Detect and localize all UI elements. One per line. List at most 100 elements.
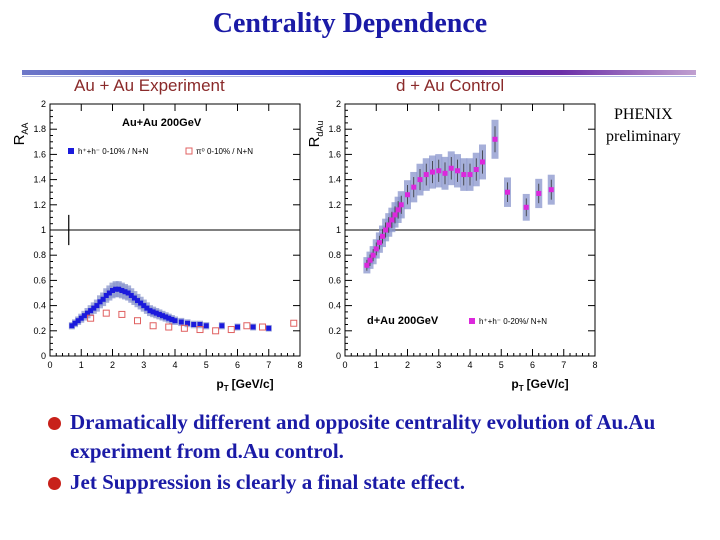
- data-point: [395, 207, 401, 213]
- y-tick-label: 0.4: [33, 301, 46, 311]
- data-point: [227, 326, 235, 334]
- x-axis-label: pT [GeV/c]: [216, 377, 273, 392]
- data-point: [69, 323, 75, 329]
- data-point: [455, 168, 460, 174]
- data-point: [370, 252, 376, 258]
- data-point: [548, 187, 554, 193]
- x-tick-label: 7: [561, 360, 566, 370]
- bullet-dot: [48, 417, 61, 430]
- phenix-preliminary-label: PHENIX preliminary: [606, 104, 681, 148]
- data-point: [367, 257, 373, 263]
- x-axis-label-unit: [GeV/c]: [527, 377, 569, 391]
- data-point: [383, 227, 389, 233]
- data-point: [536, 190, 542, 196]
- x-tick-label: 4: [467, 360, 472, 370]
- y-tick-label: 1.6: [328, 149, 341, 159]
- chart-annotation: Au+Au 200GeV: [122, 117, 202, 129]
- x-tick-label: 6: [530, 360, 535, 370]
- data-point: [87, 314, 95, 322]
- data-point: [178, 319, 184, 325]
- legend-marker: [469, 318, 475, 324]
- y-tick-label: 1.2: [328, 200, 341, 210]
- data-point: [160, 313, 165, 319]
- y-tick-label: 0: [41, 351, 46, 361]
- y-axis-label: RdAu: [306, 121, 325, 148]
- data-point: [110, 287, 115, 293]
- data-point: [212, 327, 220, 335]
- data-point: [91, 305, 97, 311]
- data-point: [386, 222, 392, 228]
- x-axis-label-main: p: [511, 377, 518, 391]
- data-point: [172, 318, 178, 324]
- data-point: [81, 313, 87, 319]
- data-point: [144, 305, 150, 311]
- y-tick-label: 1.8: [328, 124, 341, 134]
- y-axis-label-main: R: [306, 136, 323, 147]
- data-point: [411, 184, 417, 190]
- data-point: [250, 324, 256, 330]
- data-point: [122, 289, 128, 295]
- data-point: [405, 192, 410, 198]
- data-point: [165, 323, 173, 331]
- legend-label: π⁰ 0-10% / N+N: [196, 147, 253, 156]
- title-underline-thin: [22, 76, 696, 77]
- data-point: [113, 286, 119, 292]
- data-point: [88, 308, 94, 314]
- data-point: [243, 322, 251, 330]
- y-axis-label: RAA: [11, 123, 30, 146]
- y-tick-label: 0.6: [328, 275, 341, 285]
- data-point: [436, 168, 442, 174]
- y-tick-label: 1.6: [33, 149, 46, 159]
- data-point: [128, 293, 134, 299]
- data-point: [78, 315, 84, 321]
- data-point: [102, 309, 110, 317]
- page-title: Centrality Dependence: [212, 8, 488, 39]
- bullet-dot: [48, 477, 61, 490]
- data-point: [147, 308, 153, 314]
- dau-chart: 0 0.2 0.4 0.6 0.8 1 1.2 1.4 1.6 1.8 2 0 1 2 3 4 5 6 7 8 RdAu…: [306, 99, 598, 392]
- y-tick-label: 0: [336, 351, 341, 361]
- y-tick-label: 1.4: [328, 175, 341, 185]
- data-point: [523, 204, 529, 210]
- y-tick-label: 2: [41, 99, 46, 109]
- x-axis-label-sub: T: [519, 384, 524, 392]
- x-axis-label-main: p: [216, 377, 223, 391]
- data-point: [417, 177, 423, 183]
- title-underline: [22, 70, 696, 75]
- data-point: [448, 165, 454, 171]
- data-point: [135, 298, 140, 304]
- legend-marker: [185, 147, 193, 155]
- legend-label: h⁺+h⁻ 0-20%/ N+N: [479, 317, 547, 326]
- auau-chart: 0 0.2 0.4 0.6 0.8 1 1.2 1.4 1.6 1.8 2 0 1 2 3 4 5 6 7 8 RAA p…: [11, 99, 303, 392]
- y-axis-label-sub: AA: [20, 123, 30, 135]
- bullet-text: Jet Suppression is clearly a final state…: [70, 470, 466, 494]
- data-point: [423, 172, 429, 178]
- data-point: [196, 326, 204, 334]
- y-tick-label: 1.2: [33, 200, 46, 210]
- data-point: [100, 296, 106, 302]
- y-tick-label: 0.6: [33, 275, 46, 285]
- y-tick-label: 0.8: [328, 250, 341, 260]
- data-point: [156, 311, 162, 317]
- x-axis-label-unit: [GeV/c]: [232, 377, 274, 391]
- y-tick-label: 1.8: [33, 124, 46, 134]
- data-point: [75, 318, 81, 324]
- data-point: [169, 316, 175, 322]
- y-tick-label: 0.2: [328, 326, 341, 336]
- data-point: [118, 310, 126, 318]
- data-point: [398, 202, 404, 208]
- x-axis-label: pT [GeV/c]: [511, 377, 568, 392]
- data-point: [473, 167, 479, 173]
- x-tick-label: 3: [141, 360, 146, 370]
- data-point: [141, 303, 147, 309]
- x-tick-label: 5: [204, 360, 209, 370]
- data-point: [106, 290, 112, 296]
- data-point: [505, 189, 510, 195]
- data-point: [94, 303, 100, 309]
- x-tick-label: 6: [235, 360, 240, 370]
- data-point: [376, 240, 382, 246]
- preliminary-label: preliminary: [606, 128, 681, 145]
- data-point: [150, 309, 156, 315]
- x-tick-label: 3: [436, 360, 441, 370]
- x-tick-label: 0: [47, 360, 52, 370]
